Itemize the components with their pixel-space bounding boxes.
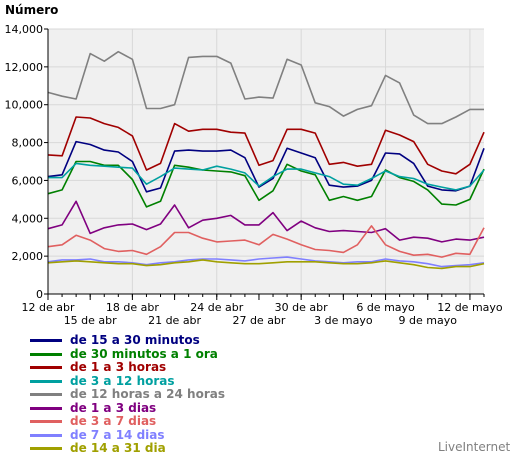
legend-swatch <box>30 379 62 383</box>
y-tick-label: 2,000 <box>12 250 44 263</box>
legend-label: de 1 a 3 horas <box>70 360 167 375</box>
legend-item: de 1 a 3 dias <box>30 400 225 416</box>
watermark-text: LiveInternet <box>438 440 511 454</box>
legend-swatch <box>30 433 62 437</box>
legend-swatch <box>30 447 62 451</box>
legend-label: de 30 minutos a 1 ora <box>70 346 218 361</box>
series-line <box>47 116 485 175</box>
legend-label: de 3 a 7 dias <box>70 414 157 429</box>
y-tick-label: 14,000 <box>5 23 44 36</box>
x-tick-label: 3 de mayo <box>314 314 373 327</box>
legend-label: de 1 a 3 dias <box>70 400 157 415</box>
y-tick-label: 8,000 <box>12 137 44 150</box>
x-tick-label: 6 de mayo <box>356 301 415 314</box>
legend-swatch <box>30 393 62 397</box>
series-line <box>47 259 485 270</box>
series-line <box>48 162 485 191</box>
x-tick-label: 12 de abr <box>22 301 75 314</box>
tick-labels: 0 2,000 4,000 6,000 8,000 10,000 12,000 14,000 1… <box>5 23 503 327</box>
legend-item: de 30 minutos a 1 ora <box>30 346 225 362</box>
x-tick-label: 12 de mayo <box>437 301 503 314</box>
x-tick-label: 18 de abr <box>106 301 159 314</box>
legend-item: de 3 a 12 horas <box>30 373 225 389</box>
legend-label: de 14 a 31 dia <box>70 441 166 456</box>
legend-swatch <box>30 420 62 424</box>
series-line <box>47 50 484 125</box>
legend-swatch <box>30 339 62 343</box>
y-tick-label: 6,000 <box>12 174 44 187</box>
x-tick-label: 15 de abr <box>64 314 117 327</box>
series-line <box>47 200 485 243</box>
legend-item: de 1 a 3 horas <box>30 361 225 375</box>
y-axis-label: Número <box>5 3 58 17</box>
legend-item: de 7 a 14 dias <box>30 427 225 443</box>
legend-item: de 14 a 31 dia <box>30 442 225 456</box>
legend-item: de 12 horas a 24 horas <box>30 388 225 402</box>
y-tick-label: 10,000 <box>5 99 44 112</box>
legend-label: de 15 a 30 minutos <box>70 333 200 348</box>
series-line <box>47 225 485 258</box>
legend-label: de 3 a 12 horas <box>70 373 175 388</box>
legend-label: de 12 horas a 24 horas <box>70 387 226 402</box>
y-tick-label: 4,000 <box>12 212 44 225</box>
legend-label: de 7 a 14 dias <box>70 427 165 442</box>
x-tick-label: 30 de abr <box>275 301 328 314</box>
y-tick-label: 0 <box>36 288 43 301</box>
x-tick-label: 9 de mayo <box>399 314 458 327</box>
legend: de 15 a 30 minutos de 30 minutos a 1 ora d… <box>30 334 225 456</box>
series-line <box>47 140 485 193</box>
x-tick-label: 24 de abr <box>190 301 243 314</box>
legend-swatch <box>30 352 62 356</box>
series-lines <box>47 50 485 270</box>
y-tick-label: 12,000 <box>5 61 44 74</box>
legend-swatch <box>30 406 62 410</box>
line-chart: Número 0 2,000 4,000 6,000 8,000 10,000 12,000… <box>5 3 503 327</box>
legend-item: de 3 a 7 dias <box>30 415 225 429</box>
x-tick-label: 27 de abr <box>232 314 285 327</box>
axes <box>44 28 485 300</box>
legend-item: de 15 a 30 minutos <box>30 334 225 348</box>
x-tick-label: 21 de abr <box>148 314 201 327</box>
legend-swatch <box>30 366 62 370</box>
series-line <box>47 256 485 268</box>
